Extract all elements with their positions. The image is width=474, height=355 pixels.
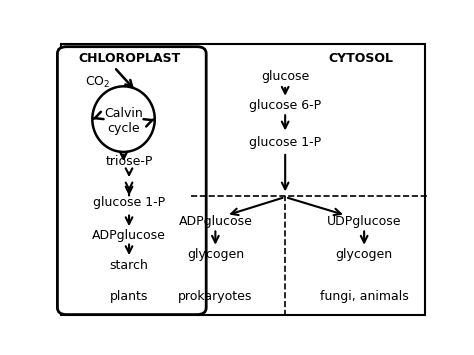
Text: triose-P: triose-P: [105, 155, 153, 168]
Text: plants: plants: [110, 290, 148, 303]
Text: glucose: glucose: [261, 70, 310, 83]
Text: glucose 1-P: glucose 1-P: [249, 136, 321, 149]
Text: starch: starch: [109, 259, 148, 272]
Text: fungi, animals: fungi, animals: [320, 290, 409, 303]
Text: glycogen: glycogen: [336, 248, 393, 261]
Text: CYTOSOL: CYTOSOL: [328, 52, 393, 65]
Text: UDPglucose: UDPglucose: [327, 215, 401, 228]
Text: glycogen: glycogen: [187, 248, 244, 261]
Text: CO$_2$: CO$_2$: [85, 75, 110, 90]
Text: glucose 6-P: glucose 6-P: [249, 99, 321, 112]
Text: ADPglucose: ADPglucose: [92, 229, 166, 242]
Text: ADPglucose: ADPglucose: [178, 215, 252, 228]
Text: glucose 1-P: glucose 1-P: [93, 196, 165, 209]
Text: Calvin
cycle: Calvin cycle: [104, 106, 143, 135]
Text: prokaryotes: prokaryotes: [178, 290, 253, 303]
Text: CHLOROPLAST: CHLOROPLAST: [78, 52, 180, 65]
FancyBboxPatch shape: [57, 47, 206, 315]
